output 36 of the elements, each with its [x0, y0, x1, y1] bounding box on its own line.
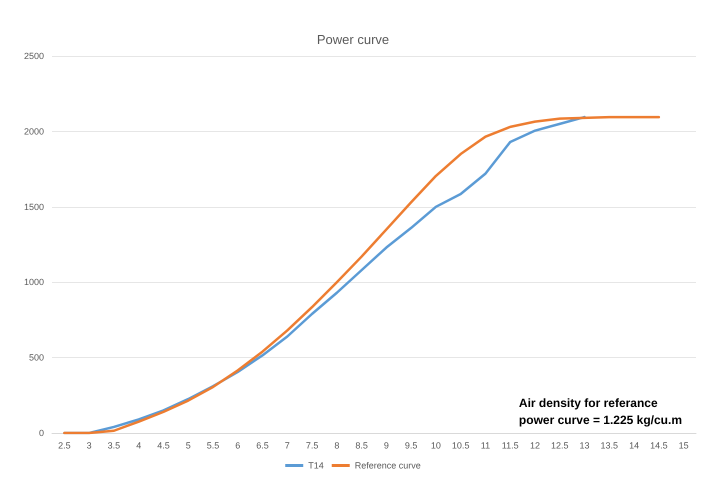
x-tick-label: 3 — [86, 440, 92, 450]
x-tick-label: 7.5 — [306, 440, 318, 450]
annotation: Air density for referance power curve = 1.225 kg/cu.m — [518, 395, 682, 429]
x-tick-label: 4.5 — [157, 440, 170, 450]
y-tick-label: 2000 — [24, 126, 44, 136]
x-tick-label: 10 — [430, 440, 441, 450]
x-tick-label: 10.5 — [452, 440, 470, 450]
x-tick-label: 8 — [334, 440, 340, 450]
y-tick-label: 1500 — [24, 202, 44, 212]
x-tick-label: 9.5 — [404, 440, 418, 450]
y-tick-label: 2500 — [24, 51, 44, 61]
x-tick-label: 3.5 — [108, 440, 120, 450]
x-tick-label: 8.5 — [355, 440, 368, 450]
x-tick-label: 6 — [235, 440, 240, 450]
x-tick-label: 13.5 — [600, 440, 618, 450]
x-tick-label: 12 — [530, 440, 540, 450]
x-tick-label: 2.5 — [58, 440, 71, 450]
x-tick-label: 11.5 — [502, 440, 519, 450]
y-tick-label: 500 — [28, 352, 44, 363]
x-tick-label: 15 — [678, 440, 689, 450]
legend-label: Reference curve — [354, 460, 421, 470]
x-tick-label: 13 — [580, 440, 590, 450]
x-tick-label: 9 — [384, 440, 389, 450]
x-tick-label: 11 — [480, 440, 490, 450]
y-tick-label: 0 — [38, 428, 44, 438]
x-tick-label: 6.5 — [256, 440, 269, 450]
x-tick-label: 14.5 — [650, 440, 668, 450]
x-tick-label: 12.5 — [551, 440, 569, 450]
x-tick-label: 4 — [136, 440, 142, 450]
x-tick-label: 14 — [629, 440, 640, 450]
x-tick-label: 5.5 — [206, 440, 220, 450]
legend-label: T14 — [308, 460, 324, 470]
x-tick-label: 7 — [284, 440, 290, 450]
x-tick-label: 5 — [186, 440, 191, 450]
chart-title: Power curve — [316, 32, 390, 47]
y-tick-label: 1000 — [24, 277, 44, 288]
